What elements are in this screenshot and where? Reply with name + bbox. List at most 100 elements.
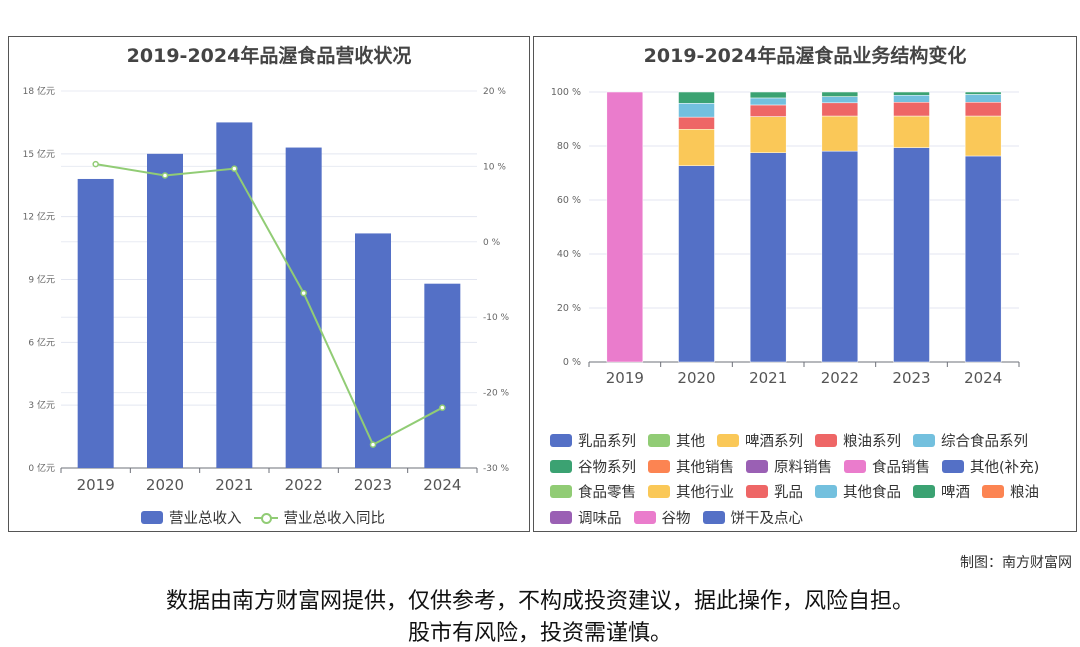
segment-2021-啤酒系列 <box>749 116 787 153</box>
legend-item[interactable]: 谷物 <box>633 505 691 531</box>
legend-label: 谷物 <box>661 510 691 527</box>
segment-2023-综合食品系列 <box>893 94 930 103</box>
chart-title: 2019-2024年品渥食品营收状况 <box>126 45 412 67</box>
legend-swatch <box>982 485 1004 499</box>
legend-label: 调味品 <box>578 510 622 527</box>
legend-item[interactable]: 粮油系列 <box>815 428 901 454</box>
y-tick-label: 60 % <box>557 195 581 206</box>
x-tick-label: 2024 <box>423 476 461 494</box>
segment-2021-综合食品系列 <box>749 97 787 106</box>
segment-2020-啤酒系列 <box>678 129 715 166</box>
x-tick-label: 2021 <box>749 369 787 387</box>
legend-swatch <box>717 434 739 448</box>
segment-2024-乳品系列 <box>964 155 1002 363</box>
legend-item[interactable]: 原料销售 <box>746 454 832 480</box>
legend-label: 其他销售 <box>676 459 734 476</box>
legend: 营业总收入 营业总收入同比 <box>9 505 529 531</box>
legend-item[interactable]: 调味品 <box>550 505 622 531</box>
y-right-tick-label: 0 % <box>483 238 501 248</box>
yoy-point-2023 <box>369 441 377 448</box>
y-tick-label: 40 % <box>557 249 581 260</box>
legend-label: 啤酒 <box>941 485 970 502</box>
legend-item[interactable]: 粮油 <box>982 479 1039 505</box>
y-right-tick-label: -20 % <box>483 389 510 399</box>
y-left-tick-label: 12 亿元 <box>23 211 55 223</box>
disclaimer-line-1: 数据由南方财富网提供，仅供参考，不构成投资建议，据此操作，风险自担。 <box>165 589 914 614</box>
y-left-tick-label: 3 亿元 <box>28 399 55 411</box>
legend-item[interactable]: 乳品 <box>746 479 803 505</box>
segment-2023-乳品系列 <box>893 147 930 363</box>
legend-swatch <box>942 459 964 473</box>
legend-bar-swatch <box>141 511 163 525</box>
legend-swatch <box>648 485 670 499</box>
segment-2022-综合食品系列 <box>821 96 859 104</box>
legend-label: 其他行业 <box>676 485 734 502</box>
segment-2024-谷物系列 <box>964 91 1002 95</box>
segment-2019-食品销售 <box>606 91 644 363</box>
revenue-bar-2021 <box>216 122 253 469</box>
legend-swatch <box>913 434 935 448</box>
structure-chart: 0 % 20 % 40 % 60 % 80 % 100 % 2019 2020 2021 2022… <box>551 87 1020 387</box>
segment-2021-谷物系列 <box>749 91 787 99</box>
segment-2024-综合食品系列 <box>964 94 1002 103</box>
legend-label: 其他 <box>676 434 705 451</box>
legend-item[interactable]: 其他 <box>648 428 705 454</box>
y-tick-label: 100 % <box>551 87 581 98</box>
legend-item[interactable]: 营业总收入同比 <box>253 505 386 531</box>
legend-item[interactable]: 啤酒 <box>913 479 970 505</box>
legend-item[interactable]: 食品零售 <box>550 479 636 505</box>
revenue-bar-2023 <box>355 233 391 468</box>
yoy-point-2020 <box>161 172 169 179</box>
structure-chart-panel: 2019-2024年品渥食品业务结构变化 0 % 20 % 40 % 60 % 80 %… <box>533 36 1077 532</box>
legend-item[interactable]: 营业总收入 <box>141 505 242 531</box>
legend-swatch <box>702 510 725 524</box>
legend-label: 食品零售 <box>578 485 636 502</box>
segment-2023-粮油系列 <box>893 102 930 117</box>
segment-2020-乳品系列 <box>678 165 715 363</box>
legend-label: 其他食品 <box>843 485 901 502</box>
revenue-chart-panel: 2019-2024年品渥食品营收状况 0 亿元 3 亿元 6 亿元 9 亿元 12 亿元… <box>8 36 530 532</box>
legend-item[interactable]: 其他(补充) <box>942 454 1039 480</box>
legend-swatch <box>648 459 670 473</box>
yoy-point-2021 <box>231 165 238 172</box>
legend-item[interactable]: 谷物系列 <box>550 454 636 480</box>
legend-swatch <box>550 510 572 524</box>
legend-item[interactable]: 其他食品 <box>815 479 901 505</box>
legend-item[interactable]: 乳品系列 <box>550 428 636 454</box>
legend-label: 乳品 <box>774 485 803 502</box>
y-left-tick-label: 15 亿元 <box>23 148 55 160</box>
revenue-bar-2022 <box>285 147 322 469</box>
legend-item[interactable]: 啤酒系列 <box>717 428 803 454</box>
legend-swatch <box>550 434 572 448</box>
x-tick-label: 2023 <box>892 369 930 387</box>
legend-swatch <box>633 510 656 524</box>
legend-label: 粮油系列 <box>843 434 901 451</box>
segment-2020-综合食品系列 <box>678 103 715 118</box>
y-right-tick-label: 10 % <box>483 162 506 172</box>
legend-swatch <box>746 459 768 473</box>
legend-label: 营业总收入同比 <box>283 511 386 528</box>
x-tick-label: 2019 <box>606 369 644 387</box>
legend-item[interactable]: 饼干及点心 <box>702 505 804 531</box>
legend-label: 谷物系列 <box>578 459 636 476</box>
y-left-tick-label: 0 亿元 <box>28 462 55 474</box>
legend-line-swatch <box>253 512 278 524</box>
revenue-bar-2024 <box>424 283 461 468</box>
legend-item[interactable]: 其他销售 <box>648 454 734 480</box>
legend-item[interactable]: 食品销售 <box>844 454 930 480</box>
x-tick-label: 2021 <box>215 476 253 494</box>
legend-item[interactable]: 综合食品系列 <box>913 428 1028 454</box>
segment-2024-啤酒系列 <box>964 115 1002 157</box>
y-left-tick-label: 18 亿元 <box>23 85 55 97</box>
legend-label: 原料销售 <box>774 459 832 476</box>
legend-label: 饼干及点心 <box>730 510 804 527</box>
legend-item[interactable]: 其他行业 <box>648 479 734 505</box>
yoy-growth-line <box>95 163 443 447</box>
y-left-tick-label: 9 亿元 <box>28 274 55 286</box>
x-tick-label: 2020 <box>677 369 715 387</box>
x-tick-label: 2024 <box>964 369 1002 387</box>
legend-swatch <box>648 434 670 448</box>
segment-2024-粮油系列 <box>964 102 1002 117</box>
revenue-bar-2019 <box>77 178 114 468</box>
legend-swatch <box>913 485 935 499</box>
